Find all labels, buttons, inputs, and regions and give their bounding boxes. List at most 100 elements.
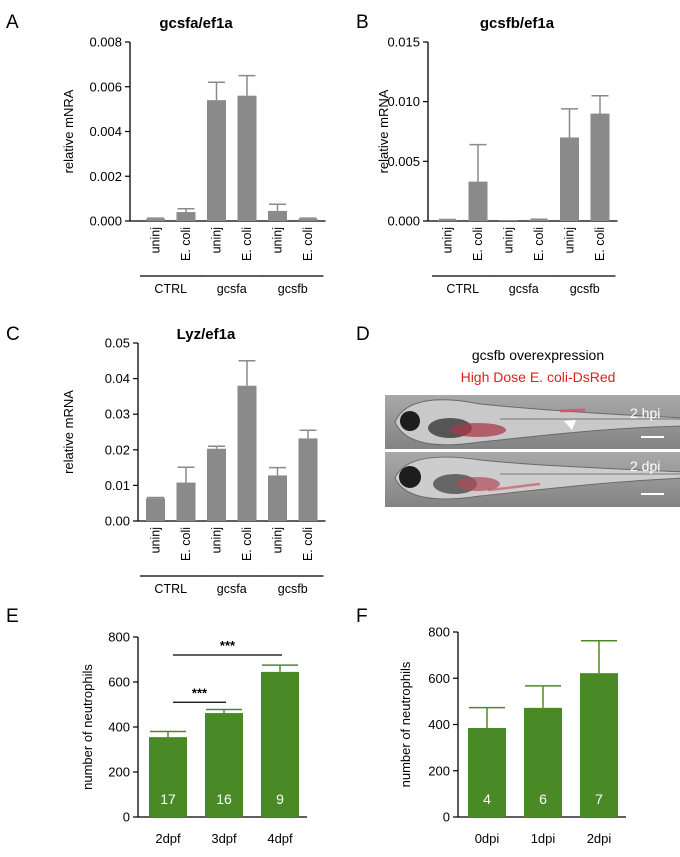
- y-tick-label-f: 600: [428, 671, 450, 686]
- panel-d: gcsfb overexpression High Dose E. coli-D…: [385, 347, 680, 507]
- larva-image-2hpi: [385, 395, 680, 449]
- category-label-c: uninj: [149, 527, 163, 553]
- bar-count-label-e: 16: [216, 791, 232, 807]
- category-label-b: E. coli: [593, 227, 607, 261]
- panel-d-title: gcsfb overexpression: [472, 347, 604, 363]
- category-label-a: uninj: [149, 227, 163, 253]
- y-tick-label-c: 0.03: [105, 407, 130, 422]
- bar-c: [298, 438, 318, 521]
- y-axis-label-a: relative mNRA: [61, 89, 76, 173]
- bar-count-label-e: 17: [160, 791, 176, 807]
- bar-a: [146, 218, 165, 221]
- y-tick-label-b: 0.000: [387, 214, 420, 229]
- y-tick-label-c: 0.00: [105, 514, 130, 529]
- category-label-b: uninj: [502, 227, 516, 253]
- panel-letter-f: F: [356, 606, 368, 627]
- y-tick-label-e: 0: [123, 810, 130, 825]
- bar-b: [590, 113, 610, 221]
- bar-c: [146, 498, 165, 521]
- y-axis-label-f: number of neutrophils: [398, 661, 413, 787]
- y-tick-label-f: 400: [428, 717, 450, 732]
- group-label-c: gcsfb: [278, 582, 308, 596]
- bar-b: [438, 219, 457, 221]
- bar-a: [176, 212, 196, 221]
- category-label-c: E. coli: [301, 527, 315, 561]
- bar-e: [261, 671, 299, 817]
- y-tick-label-e: 600: [108, 675, 130, 690]
- bar-a: [298, 218, 318, 221]
- bar-c: [207, 448, 226, 521]
- category-label-f: 0dpi: [475, 831, 500, 846]
- y-tick-label-b: 0.005: [387, 154, 420, 169]
- group-label-a: CTRL: [154, 282, 187, 296]
- category-label-c: uninj: [271, 527, 285, 553]
- bar-count-label-f: 6: [539, 791, 547, 807]
- y-tick-label-b: 0.010: [387, 94, 420, 109]
- group-label-b: gcsfa: [509, 282, 539, 296]
- chart-title-a: gcsfa/ef1a: [159, 15, 233, 32]
- significance-label-e: ***: [192, 685, 208, 700]
- bar-a: [268, 210, 287, 221]
- bar-f: [468, 727, 506, 817]
- image-label-2dpi: 2 dpi: [630, 458, 660, 474]
- group-label-a: gcsfb: [278, 282, 308, 296]
- panel-letter-c: C: [6, 324, 20, 345]
- category-label-a: uninj: [210, 227, 224, 253]
- chart-title-c: Lyz/ef1a: [177, 326, 236, 343]
- bar-b: [499, 220, 518, 221]
- bar-f: [524, 707, 562, 817]
- group-label-b: gcsfb: [570, 282, 600, 296]
- y-tick-label-e: 800: [108, 630, 130, 645]
- group-label-c: CTRL: [154, 582, 187, 596]
- y-tick-label-f: 200: [428, 763, 450, 778]
- category-label-a: E. coli: [240, 227, 254, 261]
- y-tick-label-a: 0.006: [89, 79, 122, 94]
- y-tick-label-b: 0.015: [387, 35, 420, 50]
- bar-c: [176, 482, 196, 521]
- y-tick-label-a: 0.008: [89, 35, 122, 50]
- y-tick-label-f: 800: [428, 625, 450, 640]
- y-axis-label-e: number of neutrophils: [80, 664, 95, 790]
- category-label-b: E. coli: [532, 227, 546, 261]
- bar-b: [560, 137, 579, 221]
- category-label-e: 4dpf: [267, 831, 293, 846]
- category-label-e: 2dpf: [155, 831, 181, 846]
- chart-title-b: gcsfb/ef1a: [480, 15, 555, 32]
- y-tick-label-e: 200: [108, 765, 130, 780]
- y-tick-label-c: 0.04: [105, 371, 130, 386]
- group-label-a: gcsfa: [217, 282, 247, 296]
- category-label-b: E. coli: [471, 227, 485, 261]
- panel-d-subtitle: High Dose E. coli-DsRed: [461, 369, 616, 385]
- bar-count-label-f: 7: [595, 791, 603, 807]
- category-label-a: uninj: [271, 227, 285, 253]
- y-tick-label-a: 0.004: [89, 124, 122, 139]
- image-label-2hpi: 2 hpi: [630, 405, 660, 421]
- bar-b: [468, 181, 488, 221]
- category-label-f: 2dpi: [587, 831, 612, 846]
- larva-image-2dpi: [385, 452, 680, 507]
- group-label-b: CTRL: [446, 282, 479, 296]
- y-tick-label-a: 0.000: [89, 214, 122, 229]
- bar-b: [529, 219, 549, 221]
- bar-c: [237, 385, 257, 521]
- bar-c: [268, 475, 287, 521]
- significance-label-e: ***: [220, 638, 236, 653]
- y-tick-label-c: 0.05: [105, 336, 130, 351]
- y-axis-label-c: relative mRNA: [61, 390, 76, 474]
- category-label-e: 3dpf: [211, 831, 237, 846]
- category-label-b: uninj: [441, 227, 455, 253]
- y-axis-label-b: relative mRNA: [376, 89, 391, 173]
- bar-f: [580, 673, 618, 817]
- category-label-c: uninj: [210, 527, 224, 553]
- panel-letter-b: B: [356, 12, 369, 33]
- y-tick-label-c: 0.01: [105, 478, 130, 493]
- category-label-c: E. coli: [240, 527, 254, 561]
- category-label-b: uninj: [563, 227, 577, 253]
- bar-e: [149, 737, 187, 817]
- category-label-c: E. coli: [179, 527, 193, 561]
- panel-letter-e: E: [6, 606, 19, 627]
- bar-a: [237, 95, 257, 221]
- group-label-c: gcsfa: [217, 582, 247, 596]
- y-tick-label-f: 0: [443, 810, 450, 825]
